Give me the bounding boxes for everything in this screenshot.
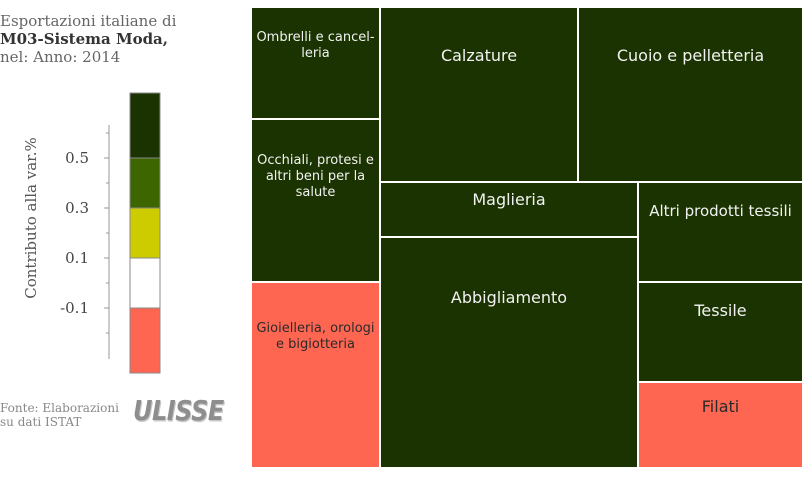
treemap-tile-label-line: leria [301,46,330,61]
chart-title: Esportazioni italiane di M03-Sistema Mod… [0,12,176,66]
legend-tick-label: 0.5 [65,149,89,167]
treemap-tile-label: Calzature [381,46,577,66]
source-note: Fonte: Elaborazioni su dati ISTAT [0,401,119,429]
source-line-2: su dati ISTAT [0,415,82,429]
treemap-tile-label-line: Abbigliamento [450,288,568,307]
treemap-tile[interactable]: Filati [638,382,803,468]
title-line-2: M03-Sistema Moda, [0,30,169,48]
treemap-tile-label-line: Filati [701,397,740,416]
treemap-tile[interactable]: Calzature [380,7,578,182]
treemap: Ombrelli e cancel-leria Calzature Cuoio e … [251,7,803,468]
treemap-tile[interactable]: Occhiali, protesi e altri beni per la salu… [251,119,380,282]
ulisse-logo[interactable]: ULISSE [133,394,224,428]
treemap-tile-label: Abbigliamento [381,288,637,308]
legend-band [129,207,161,259]
legend-tick-label: 0.1 [65,249,89,267]
treemap-tile-label-line: Gioielleria, orologi [256,321,375,336]
treemap-tile-label: Filati [639,397,802,417]
legend-band [129,92,161,159]
legend-major-ticks [104,157,109,309]
legend-band [129,257,161,309]
title-line-3: nel: Anno: 2014 [0,48,121,66]
treemap-tile-label: Altri prodotti tessili [639,202,802,220]
legend-band [129,157,161,209]
treemap-tile-label-line: altri beni per la [265,169,366,184]
treemap-tile-label-line: Tessile [694,301,747,320]
treemap-tile[interactable]: Gioielleria, orologi e bigiotteria [251,282,380,468]
treemap-tile[interactable]: Abbigliamento [380,237,638,468]
treemap-tile-label-line: Cuoio e pelletteria [616,46,765,65]
treemap-tile-label: Tessile [639,301,802,321]
treemap-tile-label: Maglieria [381,190,637,210]
treemap-tile-label-line: Ombrelli e cancel- [256,30,375,45]
color-legend: Contributo alla var.% 0.5 0.3 0.1 -0.1 [22,92,161,374]
legend-minor-ticks [106,132,109,334]
treemap-tile-label: Gioielleria, orologi e bigiotteria [252,321,379,353]
legend-tick-label: -0.1 [60,299,89,317]
treemap-tile[interactable]: Tessile [638,282,803,382]
legend-color-bands [129,92,161,374]
treemap-tile-label: Cuoio e pelletteria [579,46,802,66]
treemap-tile-label-line: e bigiotteria [276,337,355,352]
treemap-tile[interactable]: Cuoio e pelletteria [578,7,803,182]
source-line-1: Fonte: Elaborazioni [0,401,119,415]
title-line-1: Esportazioni italiane di [0,12,177,30]
legend-tick-label: 0.3 [65,199,89,217]
treemap-tile[interactable]: Maglieria [380,182,638,237]
treemap-tile-label-line: Altri prodotti tessili [649,202,792,220]
treemap-tile-label-line: salute [295,185,336,200]
treemap-tile-label-line: Maglieria [472,190,546,209]
treemap-tile[interactable]: Altri prodotti tessili [638,182,803,282]
treemap-tile-label: Ombrelli e cancel-leria [252,30,379,62]
treemap-tile-label-line: Calzature [440,46,518,65]
treemap-tile-label-line: Occhiali, protesi e [257,153,374,168]
legend-axis-label: Contributo alla var.% [22,137,40,298]
treemap-tile-label: Occhiali, protesi e altri beni per la salu… [252,153,379,201]
treemap-tile[interactable]: Ombrelli e cancel-leria [251,7,380,119]
legend-band [129,307,161,374]
